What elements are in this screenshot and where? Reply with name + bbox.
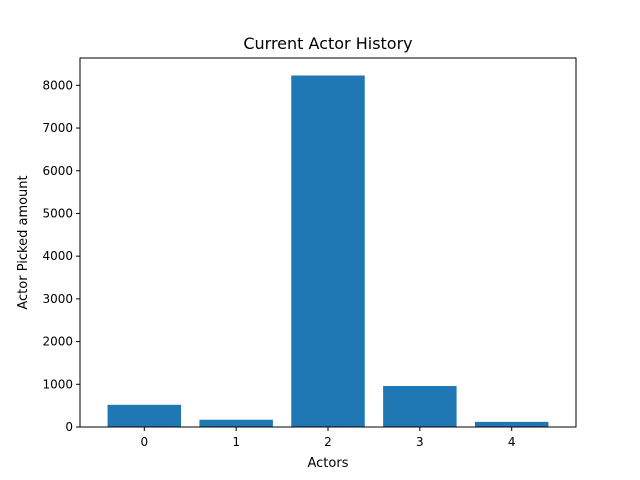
chart-title: Current Actor History <box>243 34 412 53</box>
bar-actor-0 <box>107 404 182 427</box>
x-tick-label: 3 <box>416 435 424 449</box>
x-tick-label: 4 <box>508 435 516 449</box>
x-tick-label: 2 <box>324 435 332 449</box>
x-tick-label: 1 <box>232 435 240 449</box>
y-tick-label: 4000 <box>42 249 73 263</box>
y-tick-label: 6000 <box>42 164 73 178</box>
bar-actor-2 <box>291 75 365 428</box>
bar-actor-4 <box>474 421 549 427</box>
axes-ticks: 0 1000 2000 3000 4000 5000 6000 7000 8000 0 1 2 3 4 <box>42 78 515 449</box>
bars <box>107 75 549 428</box>
bar-actor-1 <box>199 419 273 427</box>
x-axis-label: Actors <box>308 456 349 471</box>
plot-frame <box>79 57 577 428</box>
y-tick-label: 1000 <box>42 377 73 391</box>
y-tick-label: 0 <box>65 420 73 434</box>
y-tick-label: 3000 <box>42 292 73 306</box>
y-tick-label: 2000 <box>42 335 73 349</box>
y-tick-label: 5000 <box>42 206 73 220</box>
y-tick-label: 7000 <box>42 121 73 135</box>
y-axis-label: Actor Picked amount <box>16 175 31 309</box>
x-tick-label: 0 <box>140 435 148 449</box>
bar-actor-3 <box>383 386 457 427</box>
y-tick-label: 8000 <box>42 78 73 92</box>
